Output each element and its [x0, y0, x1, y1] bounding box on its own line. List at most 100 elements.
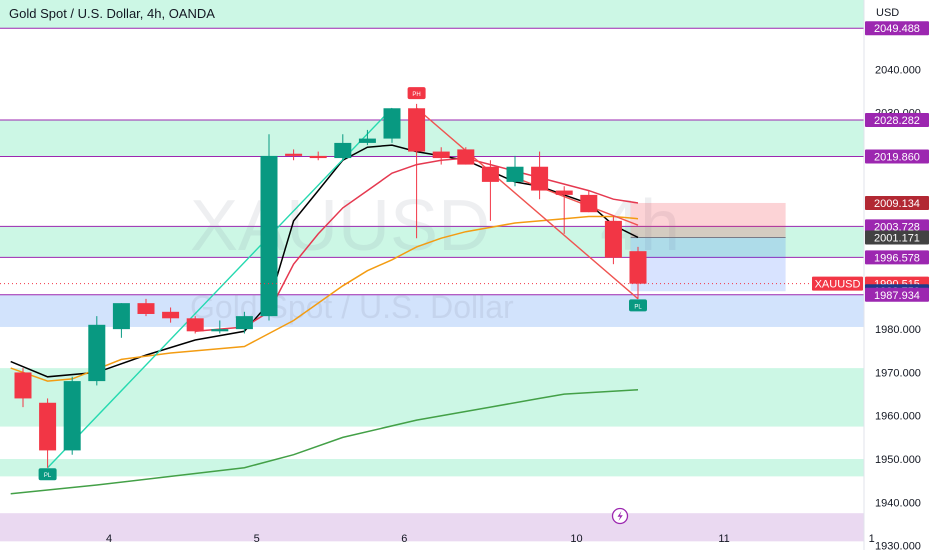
- time-tick-label: 5: [254, 533, 260, 545]
- moving-average-line: [10, 389, 639, 495]
- candle-body: [358, 138, 376, 143]
- candle-body: [63, 381, 81, 451]
- candle: [506, 155, 524, 187]
- candle: [334, 134, 352, 161]
- candles-layer: [14, 103, 647, 468]
- candle-body: [285, 153, 303, 156]
- candle-body: [408, 108, 426, 152]
- candle: [14, 368, 32, 408]
- candle-body: [211, 329, 229, 332]
- price-tick-label: 1980.000: [875, 324, 921, 336]
- chart-title: Gold Spot / U.S. Dollar, 4h, OANDA: [9, 6, 215, 21]
- price-tag-box: [865, 149, 929, 164]
- time-axis[interactable]: 4 5 6 10 11 1: [106, 533, 875, 545]
- price-tag: 2019.860: [865, 149, 929, 164]
- price-tick-label: 2040.000: [875, 64, 921, 76]
- candle-body: [334, 142, 352, 159]
- candle: [285, 149, 303, 161]
- candle-body: [629, 251, 647, 284]
- candle-body: [555, 190, 573, 195]
- candle-body: [186, 318, 204, 332]
- price-tag: 2009.134: [865, 195, 929, 210]
- candle-body: [432, 151, 450, 159]
- candle: [211, 320, 229, 334]
- moving-averages: [10, 144, 639, 495]
- candle-body: [383, 108, 401, 139]
- time-tick-label: 6: [401, 533, 407, 545]
- price-axis[interactable]: 1930.000 1940.000 1950.000 1960.000 1970.000…: [875, 64, 921, 550]
- candle-body: [506, 166, 524, 182]
- price-tag: 1987.934: [865, 287, 929, 302]
- price-tick-label: 1970.000: [875, 367, 921, 379]
- candle: [63, 376, 81, 455]
- zone-band: [0, 513, 864, 542]
- price-axis-tags: 2049.488 2028.282 2019.860 2009.134 2003.728…: [0, 21, 929, 302]
- candle-body: [162, 311, 180, 319]
- moving-average-line: [10, 215, 639, 382]
- pivot-marker-box: [38, 468, 57, 481]
- candle: [88, 316, 106, 386]
- price-tag-value: 2009.134: [874, 198, 920, 210]
- pivot-marker: PL: [629, 299, 647, 312]
- time-tick-label: 11: [718, 533, 729, 545]
- trendline: [47, 107, 393, 469]
- candle-body: [531, 166, 549, 191]
- candle: [39, 398, 57, 468]
- candle: [432, 147, 450, 165]
- moving-average-line: [10, 144, 639, 378]
- candle: [235, 311, 253, 334]
- candle: [457, 147, 475, 165]
- price-tag-value: 2028.282: [874, 115, 920, 127]
- position-tool[interactable]: [630, 202, 786, 292]
- currency-label: USD: [876, 7, 899, 19]
- price-tag-box: [865, 113, 929, 128]
- price-tag-value: 2001.171: [874, 232, 920, 244]
- zone-band: [0, 0, 864, 29]
- pivot-markers: PL PH PL: [38, 87, 647, 481]
- price-tick-label: 1950.000: [875, 454, 921, 466]
- zone-band: [0, 459, 864, 477]
- symbol-tag-box: [812, 276, 863, 291]
- candle-body: [260, 155, 278, 317]
- price-tag-value: 2049.488: [874, 23, 920, 35]
- candle: [186, 316, 204, 334]
- candle: [137, 298, 155, 317]
- candle-body: [137, 303, 155, 314]
- price-tag-box: [865, 195, 929, 210]
- candle: [383, 108, 401, 143]
- price-tag-value: 2003.728: [874, 221, 920, 233]
- candle: [358, 129, 376, 146]
- candle: [531, 151, 549, 200]
- price-tag: 2003.728: [865, 219, 929, 234]
- price-tag: 2028.282: [865, 113, 929, 128]
- time-tick-label: 4: [106, 533, 112, 545]
- position-target-zone: [630, 237, 786, 292]
- price-tag-box: [865, 230, 929, 245]
- candle: [260, 134, 278, 321]
- time-tick-label: 1: [869, 533, 875, 545]
- lightning-icon[interactable]: [611, 507, 629, 525]
- watermark-symbol: XAUUSD: [190, 186, 490, 266]
- price-tag-value: 2019.860: [874, 152, 920, 164]
- pivot-marker-label: PL: [634, 304, 642, 310]
- candle: [408, 103, 426, 239]
- candle: [481, 160, 499, 221]
- price-tag-box: [865, 287, 929, 302]
- trendline: [416, 107, 639, 300]
- price-tag: 2049.488: [865, 21, 929, 36]
- pivot-marker: PH: [407, 87, 426, 100]
- candle: [629, 246, 647, 299]
- price-tag-value: 1996.578: [874, 252, 920, 264]
- price-tick-label: 1940.000: [875, 497, 921, 509]
- candle-body: [457, 149, 475, 165]
- price-tag-box: [865, 21, 929, 36]
- symbol-tag: XAUUSD: [812, 276, 863, 291]
- candle-body: [580, 194, 598, 213]
- candle: [604, 216, 622, 265]
- candle-body: [112, 303, 130, 330]
- candle-body: [88, 324, 106, 382]
- pivot-marker-label: PL: [44, 473, 52, 479]
- candle: [555, 186, 573, 234]
